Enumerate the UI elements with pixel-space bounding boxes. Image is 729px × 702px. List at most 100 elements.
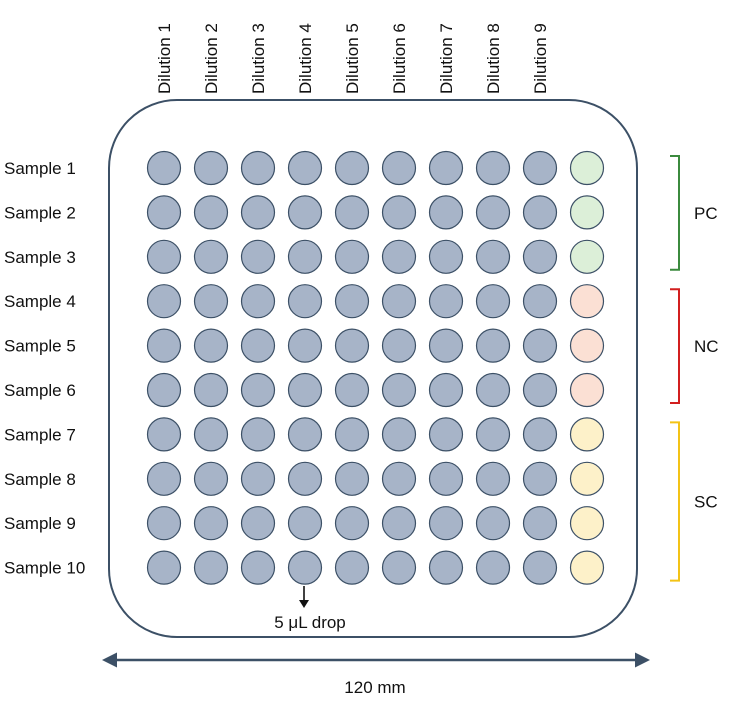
row-label: Sample 6 <box>4 381 76 400</box>
drop-annotation: 5 μL drop <box>274 586 346 632</box>
well <box>193 506 229 541</box>
well <box>287 150 323 186</box>
well <box>381 461 417 496</box>
column-label: Dilution 3 <box>249 23 268 94</box>
well <box>240 150 276 186</box>
well <box>193 417 229 452</box>
well <box>240 284 276 319</box>
group-brackets: PC NC SC <box>670 155 719 582</box>
well <box>287 328 323 363</box>
group-label: PC <box>694 204 718 223</box>
control-well <box>569 150 605 186</box>
well <box>428 328 464 363</box>
well <box>193 328 229 363</box>
well <box>428 150 464 186</box>
well <box>146 461 182 496</box>
well <box>146 284 182 319</box>
control-well <box>569 372 605 408</box>
column-label: Dilution 9 <box>531 23 550 94</box>
well <box>475 284 511 319</box>
width-label: 120 mm <box>344 678 405 697</box>
well <box>193 372 229 408</box>
well <box>428 417 464 452</box>
well <box>146 195 182 230</box>
group-bracket <box>670 288 680 404</box>
width-annotation: 120 mm <box>102 652 650 697</box>
column-label: Dilution 5 <box>343 23 362 94</box>
well <box>240 239 276 274</box>
column-label: Dilution 2 <box>202 23 221 94</box>
well <box>287 417 323 452</box>
well <box>381 506 417 541</box>
well <box>146 328 182 363</box>
well <box>193 195 229 230</box>
well <box>334 195 370 230</box>
well <box>475 195 511 230</box>
row-label: Sample 8 <box>4 470 76 489</box>
well <box>146 150 182 186</box>
well <box>334 150 370 186</box>
well <box>334 239 370 274</box>
well <box>193 284 229 319</box>
well <box>522 550 558 585</box>
well <box>334 417 370 452</box>
group-bracket <box>670 421 680 582</box>
well <box>146 550 182 585</box>
well <box>193 239 229 274</box>
well <box>428 195 464 230</box>
well <box>381 239 417 274</box>
well <box>334 328 370 363</box>
well <box>522 150 558 186</box>
well <box>287 550 323 585</box>
well <box>334 284 370 319</box>
well <box>334 461 370 496</box>
well <box>475 550 511 585</box>
well <box>428 461 464 496</box>
well <box>522 417 558 452</box>
row-label: Sample 4 <box>4 292 76 311</box>
well <box>522 239 558 274</box>
well-grid <box>146 150 605 585</box>
well <box>334 550 370 585</box>
well <box>287 506 323 541</box>
well <box>475 506 511 541</box>
well <box>146 417 182 452</box>
well <box>522 328 558 363</box>
well <box>522 461 558 496</box>
well <box>381 328 417 363</box>
well <box>428 239 464 274</box>
well <box>522 372 558 408</box>
well <box>240 506 276 541</box>
group-label: SC <box>694 493 718 512</box>
well <box>428 550 464 585</box>
control-well <box>569 461 605 496</box>
row-label: Sample 9 <box>4 514 76 533</box>
well <box>287 239 323 274</box>
group-bracket <box>670 155 680 271</box>
well <box>475 372 511 408</box>
control-well <box>569 284 605 319</box>
well <box>193 461 229 496</box>
well <box>475 328 511 363</box>
well <box>287 284 323 319</box>
well <box>240 195 276 230</box>
column-label: Dilution 8 <box>484 23 503 94</box>
well <box>475 150 511 186</box>
well <box>287 372 323 408</box>
well <box>522 506 558 541</box>
well <box>522 284 558 319</box>
control-well <box>569 417 605 452</box>
row-label: Sample 3 <box>4 248 76 267</box>
well <box>287 195 323 230</box>
row-label: Sample 5 <box>4 337 76 356</box>
column-label: Dilution 6 <box>390 23 409 94</box>
well <box>240 417 276 452</box>
control-well <box>569 550 605 585</box>
well <box>475 417 511 452</box>
control-well <box>569 328 605 363</box>
column-label: Dilution 7 <box>437 23 456 94</box>
column-labels: Dilution 1 Dilution 2 Dilution 3 Dilution 4… <box>155 23 550 94</box>
well <box>240 461 276 496</box>
well <box>428 506 464 541</box>
